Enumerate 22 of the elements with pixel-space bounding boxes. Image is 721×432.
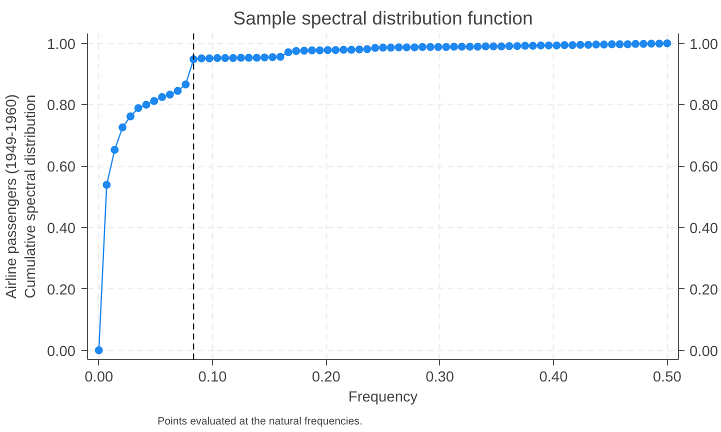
y2-tick-label: 0.20 [690,282,718,298]
x-tick-label: 0.40 [539,370,568,386]
x-axis-title: Frequency [348,390,418,406]
text: Points evaluated at the natural frequencies. [158,416,362,428]
y2-tick-label: 1.00 [690,36,718,53]
x-tick-label: 0.20 [312,370,340,386]
x-tick-label: 0.10 [198,370,227,386]
y-tick-label: 0.60 [46,160,76,176]
y2-tick-label: 0.80 [690,98,718,114]
chart-title: Sample spectral distribution function [233,8,533,28]
y-tick-label: 0.20 [46,282,76,298]
y-tick-label: 0.40 [46,221,76,238]
y-axis-title: Airline passengers (1949-1960) Cumulative spectral distribution [4,94,39,299]
y-tick-label: 0.80 [46,98,76,114]
x-tick-label: 0.30 [426,370,454,386]
x-tick-label: 0.50 [652,370,682,386]
y-tick-label: 1.00 [46,36,76,53]
y2-tick-label: 0.00 [690,344,718,360]
y-tick-label: 0.00 [46,344,76,360]
y2-tick-label: 0.60 [690,160,718,176]
x-tick-label: 0.00 [84,370,114,386]
y2-tick-label: 0.40 [690,221,718,238]
